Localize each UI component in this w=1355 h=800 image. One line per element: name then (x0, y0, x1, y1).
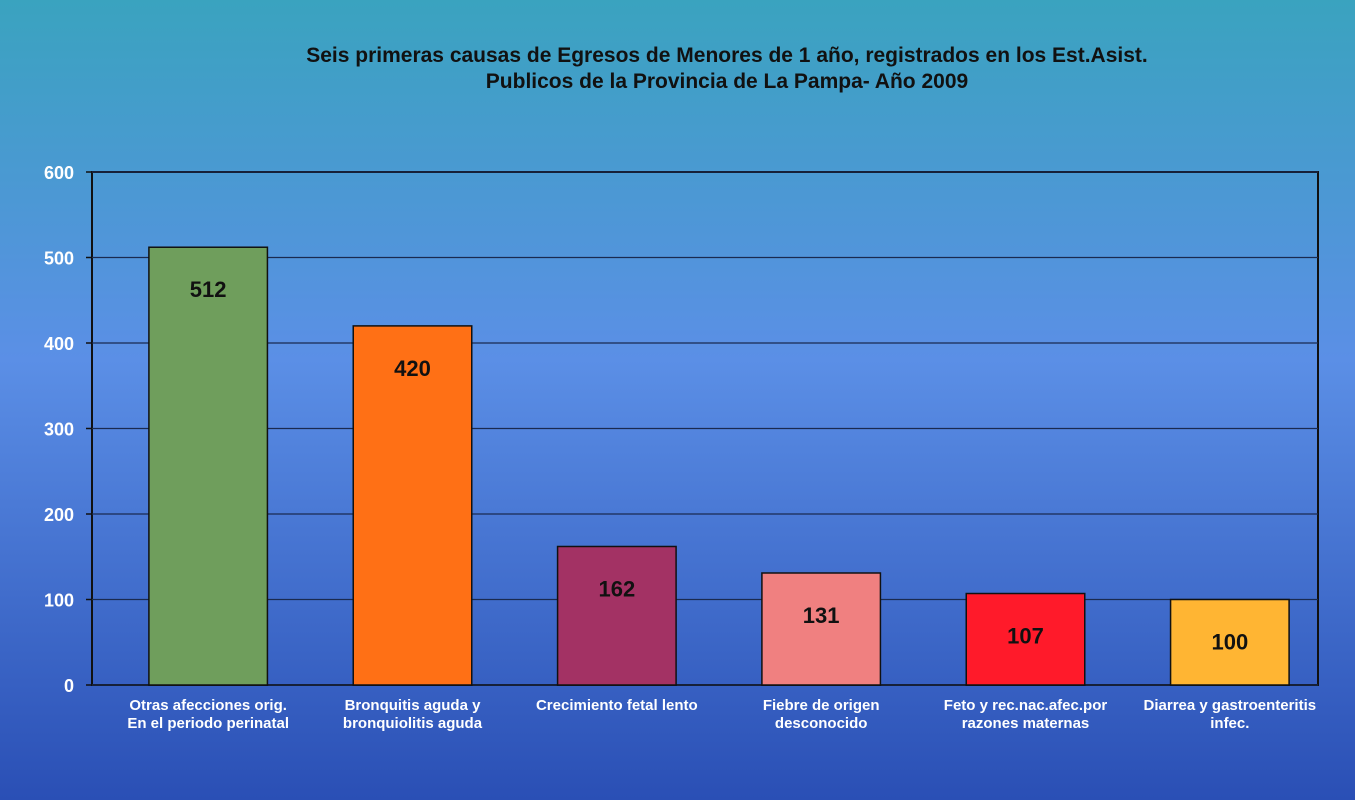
bar (148, 246, 269, 686)
chart-title: Seis primeras causas de Egresos de Menor… (306, 44, 1148, 93)
bar (352, 325, 473, 686)
y-tick-label: 300 (44, 420, 74, 440)
x-tick-label: Feto y rec.nac.afec.por razones maternas (944, 697, 1108, 732)
x-tick-label: Crecimiento fetal lento (536, 697, 698, 714)
y-tick-label: 0 (64, 676, 74, 696)
y-tick-label: 100 (44, 591, 74, 611)
value-label: 131 (803, 603, 840, 628)
bar (761, 572, 882, 686)
x-tick-label: Otras afecciones orig. En el periodo peri… (127, 697, 289, 732)
bar (556, 545, 677, 686)
value-label: 107 (1007, 624, 1044, 649)
value-label: 420 (394, 356, 431, 381)
x-tick-label: Bronquitis aguda y bronquiolitis aguda (343, 697, 483, 732)
y-tick-label: 400 (44, 334, 74, 354)
x-tick-label: Fiebre de origen desconocido (763, 697, 880, 732)
x-tick-label: Diarrea y gastroenteritis infec. (1144, 697, 1317, 732)
value-label: 162 (598, 576, 635, 601)
bar (965, 592, 1086, 686)
bar (1169, 598, 1290, 686)
y-tick-label: 200 (44, 505, 74, 525)
y-tick-label: 600 (44, 163, 74, 183)
y-tick-label: 500 (44, 249, 74, 269)
value-label: 512 (190, 277, 227, 302)
value-label: 100 (1211, 630, 1248, 655)
